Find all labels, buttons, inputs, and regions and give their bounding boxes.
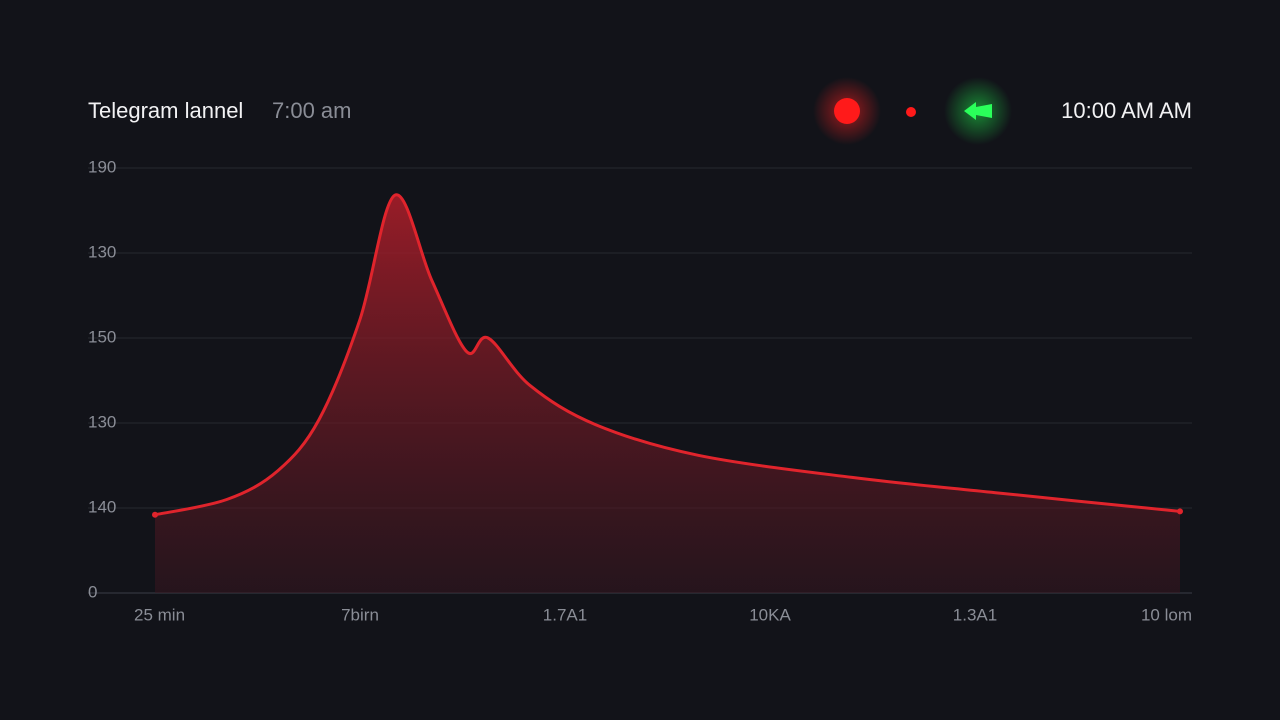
- chart-subtitle: 7:00 am: [272, 98, 352, 123]
- y-tick-label: 130: [88, 412, 116, 431]
- status-dot-small: [906, 107, 916, 117]
- x-tick-label: 25 min: [134, 605, 185, 624]
- status-icon[interactable]: [964, 102, 992, 120]
- x-tick-label: 10KA: [749, 605, 791, 624]
- y-tick-label: 0: [88, 582, 97, 601]
- x-tick-label: 1.3A1: [953, 605, 997, 624]
- x-tick-label: 1.7A1: [543, 605, 587, 624]
- y-tick-label: 130: [88, 242, 116, 261]
- end-point: [152, 511, 158, 518]
- clock: 10:00 AM AM: [1061, 98, 1192, 123]
- y-tick-label: 140: [88, 497, 116, 516]
- y-tick-label: 190: [88, 157, 116, 176]
- line: [154, 193, 1181, 517]
- end-point: [1177, 508, 1183, 515]
- x-tick-label: 10 lom: [1141, 605, 1192, 624]
- chart-title: Telegram lannel: [88, 98, 243, 123]
- y-tick-label: 150: [88, 327, 116, 346]
- area: [155, 194, 1180, 593]
- status-dot: [834, 98, 860, 124]
- x-tick-label: 7birn: [341, 605, 379, 624]
